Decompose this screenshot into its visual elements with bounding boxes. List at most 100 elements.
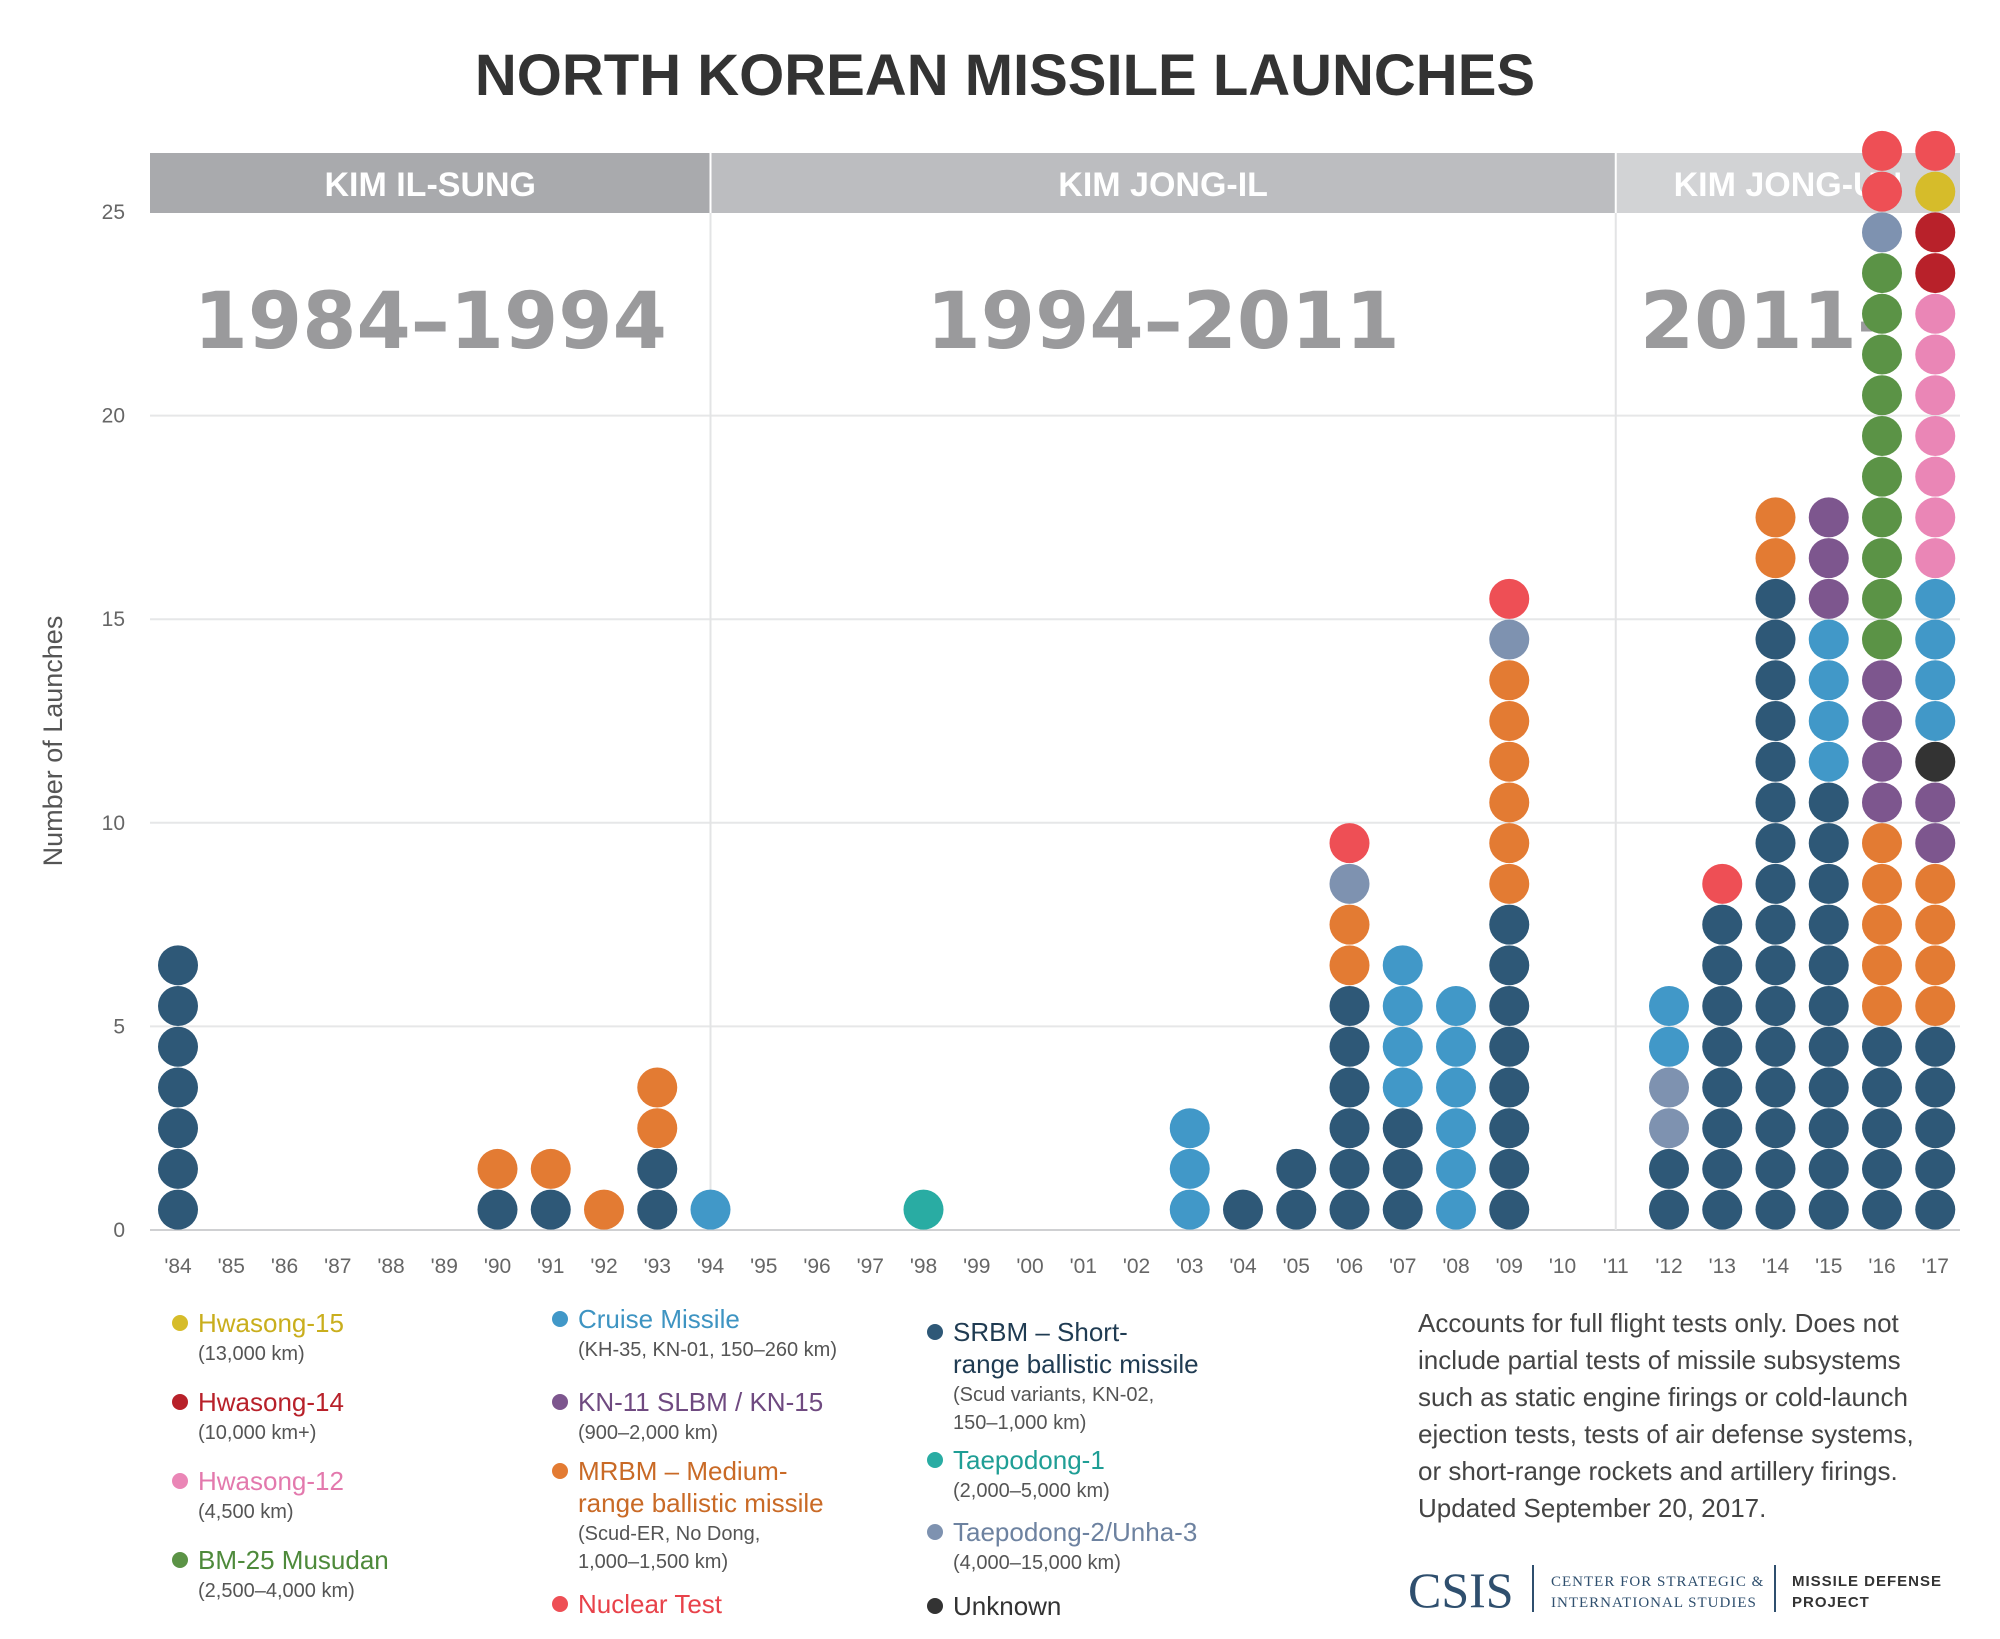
launch-dot-srbm <box>1808 823 1849 864</box>
launch-dot-srbm <box>1702 1067 1743 1108</box>
legend-label-taepodong2: Taepodong-2/Unha-3 <box>953 1517 1197 1547</box>
launch-dot-kn11 <box>1915 823 1956 864</box>
legend: Hwasong-15 (13,000 km) Hwasong-14 (10,000 k… <box>172 1304 1199 1621</box>
launch-dot-srbm <box>1755 1148 1796 1189</box>
launch-dot-cruise <box>690 1189 731 1230</box>
launch-dot-srbm <box>1702 1108 1743 1149</box>
launch-dot-srbm <box>158 1067 198 1108</box>
legend-swatch-musudan <box>172 1552 188 1568</box>
launch-dot-mrbm <box>1915 986 1956 1027</box>
launch-dot-srbm <box>1702 904 1743 945</box>
x-tick-label: '85 <box>218 1255 245 1278</box>
launch-dot-cruise <box>1649 986 1689 1027</box>
launch-dot-mrbm <box>1862 904 1902 945</box>
launch-dot-hwasong14 <box>1915 212 1956 253</box>
launch-dot-mrbm <box>477 1148 518 1189</box>
x-tick-label: '86 <box>271 1255 298 1278</box>
launch-dot-mrbm <box>1755 538 1796 579</box>
launch-dot-srbm <box>1489 945 1530 986</box>
launch-dot-srbm <box>1808 904 1849 945</box>
era-years-label: 1994–2011 <box>927 277 1400 367</box>
launch-dots <box>158 130 1956 1230</box>
x-axis: '84 '85 '86 '87 '88 '89 '90 '91 '92 '93 '94 '95 '96 '… <box>164 1255 1949 1278</box>
launch-dot-hwasong12 <box>1915 497 1956 538</box>
launch-dot-mrbm <box>1862 863 1902 904</box>
launch-dot-srbm <box>1755 578 1796 619</box>
launch-dot-musudan <box>1862 456 1902 497</box>
footnote-line: Accounts for full flight tests only. Doe… <box>1418 1308 1900 1338</box>
legend-swatch-kn11 <box>552 1394 568 1410</box>
launch-dot-srbm <box>1808 1067 1849 1108</box>
launch-dot-mrbm <box>1755 497 1796 538</box>
y-tick-label: 5 <box>113 1015 125 1038</box>
legend-desc-mrbm: (Scud-ER, No Dong, <box>578 1523 760 1545</box>
x-tick-label: '90 <box>484 1255 511 1278</box>
launch-dot-mrbm <box>1489 823 1530 864</box>
launch-dot-kn11 <box>1808 578 1849 619</box>
launch-dot-srbm <box>530 1189 571 1230</box>
launch-dot-musudan <box>1862 334 1902 375</box>
x-tick-label: '01 <box>1070 1255 1097 1278</box>
launch-dot-mrbm <box>1329 904 1370 945</box>
launch-dot-cruise <box>1808 741 1849 782</box>
source-logo: CSIS CENTER FOR STRATEGIC & INTERNATIONAL … <box>1408 1562 1942 1618</box>
legend-desc-hwasong12: (4,500 km) <box>198 1501 294 1523</box>
launch-dot-mrbm <box>584 1189 624 1230</box>
launch-dot-cruise <box>1808 701 1849 741</box>
launch-dot-cruise <box>1436 986 1476 1027</box>
launch-dot-srbm <box>1649 1148 1689 1189</box>
launch-dot-srbm <box>1862 1189 1902 1230</box>
launch-dot-mrbm <box>637 1108 678 1149</box>
launch-dot-nuclear <box>1862 130 1902 171</box>
launch-dot-hwasong12 <box>1915 538 1956 579</box>
launch-dot-srbm <box>158 986 198 1027</box>
launch-dot-srbm <box>1915 1067 1956 1108</box>
legend-label-mrbm: MRBM – Medium- <box>578 1456 787 1486</box>
launch-dot-srbm <box>1329 1067 1370 1108</box>
era-leader-label: KIM JONG-IL <box>1058 166 1268 204</box>
launch-dot-srbm <box>1755 660 1796 701</box>
launch-dot-srbm <box>1915 1108 1956 1149</box>
x-tick-label: '10 <box>1549 1255 1576 1278</box>
launch-dot-mrbm <box>1329 945 1370 986</box>
launch-dot-cruise <box>1436 1108 1476 1149</box>
legend-desc-srbm: 150–1,000 km) <box>953 1412 1086 1434</box>
launch-dot-mrbm <box>1489 863 1530 904</box>
launch-dot-srbm <box>1755 1026 1796 1067</box>
legend-swatch-mrbm <box>552 1463 568 1479</box>
x-tick-label: '99 <box>963 1255 990 1278</box>
era-band-1 <box>150 153 711 213</box>
launch-dot-srbm <box>1329 1148 1370 1189</box>
launch-dot-srbm <box>1862 1067 1902 1108</box>
csis-logo: CSIS <box>1408 1562 1514 1618</box>
legend-label-taepodong1: Taepodong-1 <box>953 1445 1105 1475</box>
launch-dot-nuclear <box>1915 130 1956 171</box>
legend-label-line2-srbm: range ballistic missile <box>953 1349 1199 1379</box>
launch-dot-cruise <box>1436 1067 1476 1108</box>
footnote-line: include partial tests of missile subsyst… <box>1418 1345 1901 1375</box>
legend-swatch-taepodong1 <box>927 1452 943 1468</box>
launch-dot-taepodong2 <box>1329 863 1370 904</box>
era-years-label: 2011– <box>1640 277 1896 367</box>
x-tick-label: '94 <box>697 1255 725 1278</box>
legend-label-unknown: Unknown <box>953 1591 1061 1621</box>
legend-label-hwasong12: Hwasong-12 <box>198 1466 344 1496</box>
legend-desc-taepodong2: (4,000–15,000 km) <box>953 1552 1121 1574</box>
launch-dot-nuclear <box>1329 823 1370 864</box>
launch-dot-srbm <box>1808 1148 1849 1189</box>
project-name-line2: PROJECT <box>1792 1594 1870 1611</box>
launch-dot-srbm <box>1755 741 1796 782</box>
launch-dot-srbm <box>1755 823 1796 864</box>
x-tick-label: '15 <box>1815 1255 1842 1278</box>
launch-dot-kn11 <box>1862 660 1902 701</box>
launch-dot-srbm <box>1862 1026 1902 1067</box>
launch-dot-nuclear <box>1489 578 1530 619</box>
launch-dot-srbm <box>1808 863 1849 904</box>
launch-dot-kn11 <box>1808 497 1849 538</box>
x-tick-label: '09 <box>1496 1255 1523 1278</box>
legend-desc-hwasong15: (13,000 km) <box>198 1343 305 1365</box>
launch-dot-hwasong12 <box>1915 375 1956 416</box>
project-name-line1: MISSILE DEFENSE <box>1792 1573 1942 1590</box>
launch-dot-srbm <box>158 1108 198 1149</box>
launch-dot-mrbm <box>1489 782 1530 823</box>
